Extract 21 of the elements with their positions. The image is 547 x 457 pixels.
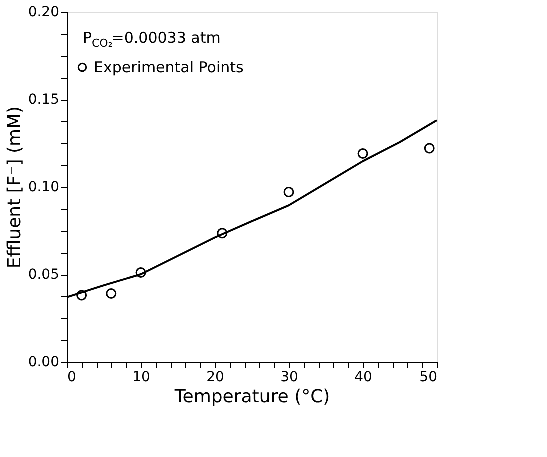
y-axis-title: Effluent [F⁻] (mM) (4, 106, 26, 269)
point (284, 187, 294, 198)
y-tick-label: 0.05 (28, 267, 60, 283)
point (106, 288, 117, 299)
point (217, 228, 228, 239)
legend-label: Experimental Points (94, 58, 244, 76)
y-tick-label: 0.00 (28, 354, 60, 370)
x-axis-title: Temperature (°C) (174, 386, 330, 408)
point (424, 143, 435, 154)
x-tick-label: 30 (280, 370, 298, 386)
x-tick-label: 10 (132, 370, 150, 386)
point (136, 268, 146, 278)
y-tick-label: 0.10 (28, 180, 60, 196)
point (358, 148, 368, 159)
point (76, 290, 88, 301)
x-tick-label: 0 (68, 370, 76, 386)
x-tick-label: 40 (354, 370, 372, 386)
x-tick-label: 50 (420, 370, 438, 386)
x-tick-label: 20 (206, 370, 224, 386)
y-tick-label: 0.20 (28, 4, 60, 20)
y-tick-label: 0.15 (28, 92, 60, 108)
